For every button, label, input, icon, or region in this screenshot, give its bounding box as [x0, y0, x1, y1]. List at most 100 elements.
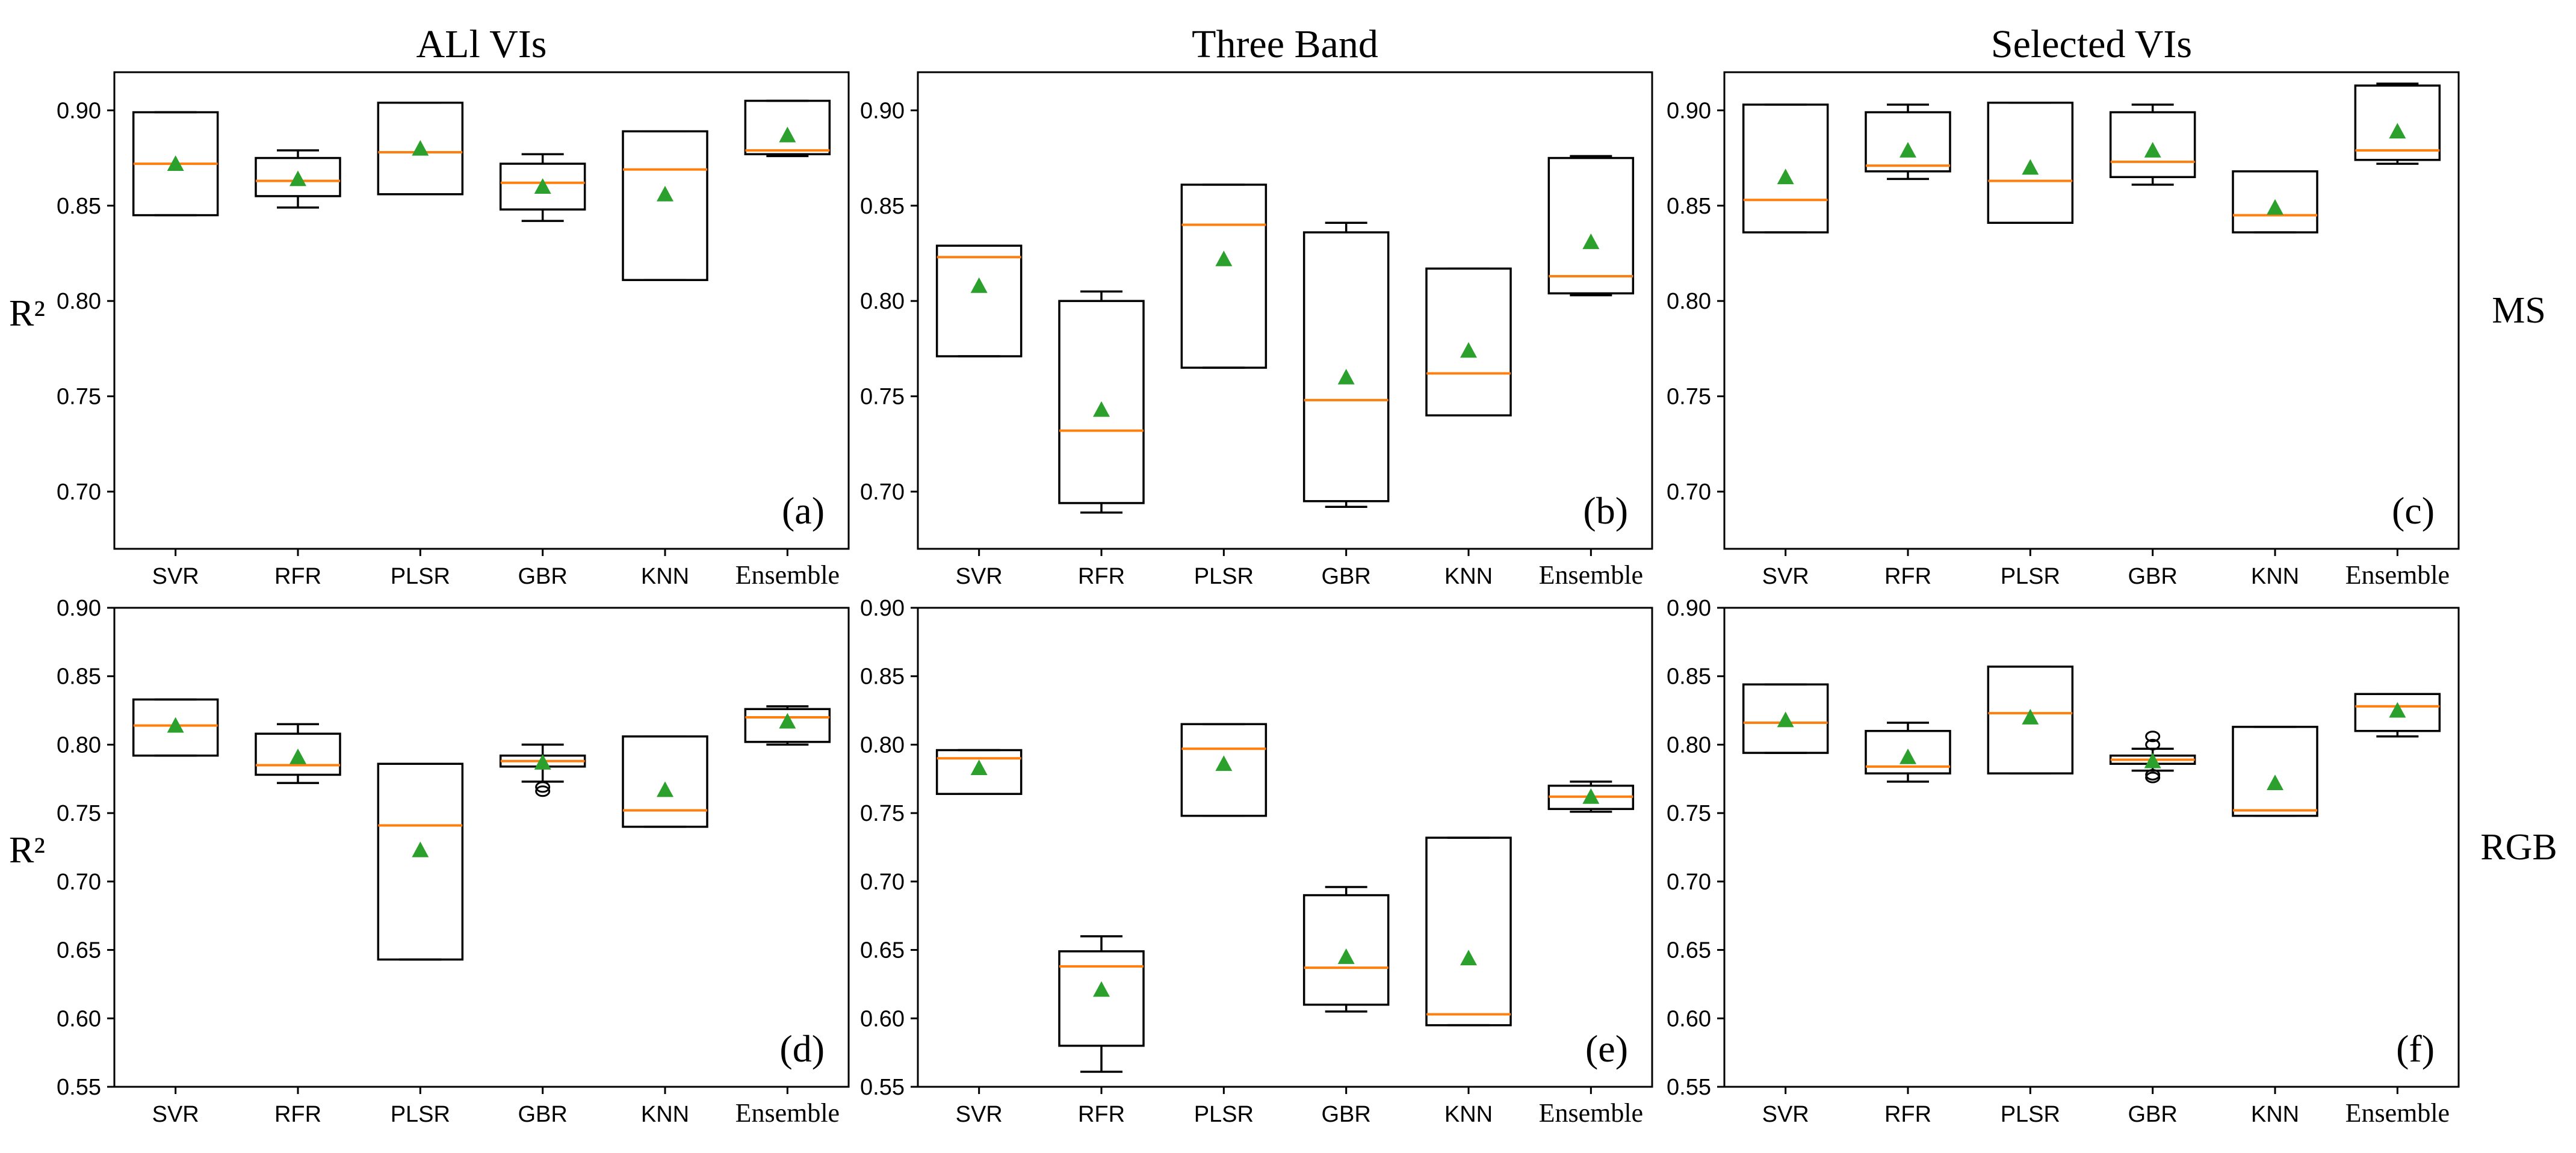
mean-marker: [970, 759, 988, 775]
x-tick-label: GBR: [518, 1102, 567, 1127]
panel-label: (a): [782, 489, 825, 532]
panel-label: (f): [2396, 1027, 2435, 1070]
mean-marker: [1215, 755, 1233, 771]
iqr-box: [935, 244, 1023, 357]
x-tick-label: PLSR: [391, 564, 450, 589]
y-tick-label: 0.70: [1667, 480, 1711, 505]
panel-label: (b): [1583, 489, 1628, 532]
mean-marker: [1460, 342, 1477, 358]
box-plsr: [377, 762, 464, 961]
mean-marker: [289, 170, 306, 187]
box-knn: [2232, 726, 2318, 817]
plot-frame: [1723, 607, 2460, 1088]
x-tick-label: SVR: [1762, 1102, 1809, 1127]
box-svr: [132, 698, 219, 757]
y-tick-label: 0.85: [1667, 194, 1711, 219]
box-svr: [935, 244, 1023, 357]
row-label: MS: [2492, 290, 2546, 331]
mean-marker: [2267, 774, 2283, 791]
iqr-box: [1302, 231, 1390, 502]
box-ensemble: [1547, 781, 1635, 813]
y-tick-label: 0.75: [57, 801, 101, 826]
box-svr: [1742, 104, 1829, 233]
mean-marker: [779, 713, 796, 729]
iqr-box: [255, 156, 341, 197]
mean-marker: [657, 185, 673, 202]
y-tick-label: 0.85: [860, 664, 905, 690]
mean-marker: [2022, 708, 2039, 725]
plot-frame: [1723, 71, 2460, 550]
iqr-box: [132, 698, 219, 757]
iqr-box: [2354, 84, 2441, 161]
y-tick-label: 0.65: [57, 938, 101, 963]
box-rfr: [1865, 722, 1951, 783]
iqr-box: [1425, 836, 1512, 1027]
box-gbr: [1302, 886, 1390, 1013]
mean-marker: [1460, 950, 1477, 966]
mean-marker: [2267, 199, 2283, 215]
iqr-box: [1987, 101, 2074, 224]
plot-frame: [113, 607, 850, 1088]
box-gbr: [2109, 731, 2196, 784]
box-ensemble: [744, 705, 831, 746]
x-tick-label: Ensemble: [735, 1098, 840, 1128]
mean-marker: [1337, 368, 1355, 385]
box-rfr: [1865, 104, 1951, 181]
x-tick-label: SVR: [956, 564, 1003, 589]
panel-c: 0.70 0.75 0.80 0.85 0.90 SVR RFR PLSR GBR KNN Ense…: [1667, 22, 2546, 590]
plot-frame: [113, 71, 850, 550]
box-ensemble: [744, 99, 831, 158]
x-tick-label: Ensemble: [1539, 1098, 1644, 1128]
y-tick-label: 0.90: [860, 98, 905, 123]
y-tick-label: 0.80: [1667, 289, 1711, 314]
y-tick-label: 0.80: [860, 732, 905, 758]
mean-marker: [534, 178, 551, 194]
iqr-box: [1987, 666, 2074, 774]
iqr-box: [622, 130, 708, 282]
mean-marker: [167, 717, 184, 733]
y-tick-label: 0.75: [860, 385, 905, 410]
box-plsr: [1987, 666, 2074, 774]
x-tick-label: GBR: [1321, 564, 1370, 589]
mean-marker: [1899, 748, 1916, 764]
box-knn: [622, 130, 708, 282]
mean-marker: [167, 155, 184, 171]
box-gbr: [499, 153, 586, 222]
mean-marker: [534, 753, 551, 770]
y-tick-label: 0.60: [860, 1006, 905, 1031]
iqr-box: [1302, 894, 1390, 1006]
box-plsr: [1987, 101, 2074, 224]
box-ensemble: [1547, 155, 1635, 297]
row-label: RGB: [2480, 827, 2557, 868]
panel-label: (c): [2392, 489, 2435, 532]
x-tick-label: RFR: [1884, 564, 1931, 589]
panel-e: 0.55 0.60 0.65 0.70 0.75 0.80 0.85 0.90 SVR RFR PL…: [860, 596, 1653, 1128]
iqr-box: [1058, 950, 1145, 1047]
box-svr: [1742, 683, 1829, 754]
plot-frame: [917, 607, 1653, 1088]
iqr-box: [1180, 184, 1268, 369]
mean-marker: [1582, 233, 1600, 249]
mean-marker: [970, 277, 988, 293]
mean-marker: [1337, 948, 1355, 964]
iqr-box: [1425, 267, 1512, 416]
mean-marker: [1899, 141, 1916, 158]
y-tick-label: 0.90: [1667, 98, 1711, 123]
mean-marker: [289, 748, 306, 764]
y-tick-label: 0.70: [860, 870, 905, 895]
x-tick-label: RFR: [274, 564, 321, 589]
x-tick-label: RFR: [1078, 1102, 1125, 1127]
y-tick-label: 0.60: [1667, 1006, 1711, 1031]
x-tick-label: Ensemble: [2345, 560, 2450, 590]
y-tick-label: 0.70: [1667, 870, 1711, 895]
box-svr: [935, 749, 1023, 796]
x-tick-label: KNN: [2251, 564, 2299, 589]
x-tick-label: GBR: [518, 564, 567, 589]
mean-marker: [1093, 401, 1110, 417]
iqr-box: [377, 101, 464, 196]
y-tick-label: 0.90: [57, 596, 101, 621]
y-tick-label: 0.70: [57, 870, 101, 895]
box-knn: [2232, 170, 2318, 233]
iqr-box: [1180, 723, 1268, 817]
